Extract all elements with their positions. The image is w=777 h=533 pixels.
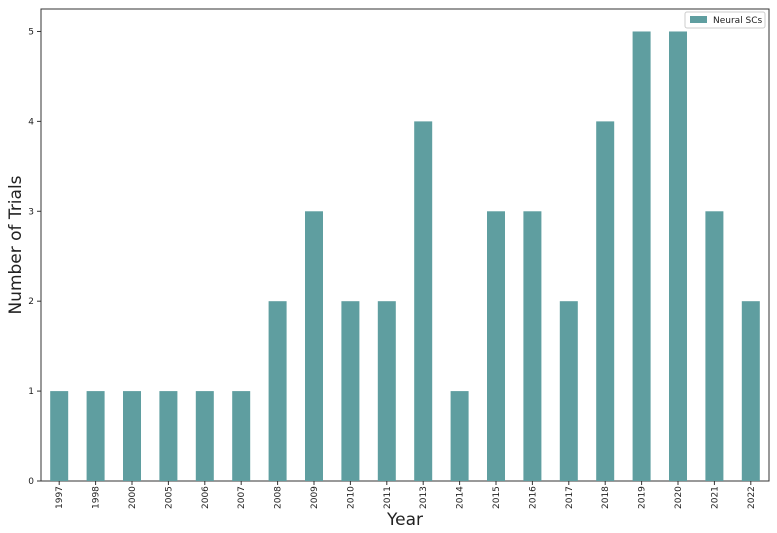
y-tick-label: 2: [28, 297, 34, 307]
bar-2011: [377, 301, 396, 481]
bar-2008: [268, 301, 287, 481]
x-tick-label: 2020: [674, 486, 684, 509]
legend: Neural SCs: [684, 11, 766, 29]
y-tick-label: 1: [28, 387, 34, 397]
y-tick-label: 4: [28, 117, 34, 127]
bars-group: [50, 31, 760, 482]
bar-1998: [86, 391, 105, 481]
x-tick-label: 2017: [565, 486, 575, 509]
bar-2000: [123, 391, 141, 481]
x-tick-label: 2015: [492, 486, 502, 509]
bar-2007: [232, 391, 251, 481]
x-tick-label: 1998: [92, 486, 102, 509]
x-tick-label: 2011: [383, 486, 393, 509]
y-axis-title: Number of Trials: [6, 175, 26, 314]
x-tick-label: 2013: [419, 486, 429, 509]
bar-2015: [487, 211, 505, 482]
x-axis-title: Year: [386, 510, 423, 530]
x-tick-label: 2022: [747, 486, 757, 509]
x-tick-label: 2005: [164, 486, 174, 509]
bar-2006: [195, 391, 214, 481]
y-tick-label: 0: [28, 477, 34, 487]
x-tick-label: 2006: [201, 486, 211, 509]
x-tick-label: 2019: [638, 486, 648, 509]
x-tick-label: 2014: [456, 486, 466, 509]
bar-2018: [596, 121, 615, 481]
bar-2005: [159, 391, 178, 481]
x-tick-label: 2010: [346, 486, 356, 509]
x-axis-ticks: 1997 1998 2000 2005 2006 2007 2008 2009 2010 2011…: [55, 481, 757, 509]
x-tick-label: 2008: [274, 486, 284, 509]
x-tick-label: 2000: [128, 486, 138, 509]
x-tick-label: 2007: [237, 486, 247, 509]
bar-2016: [523, 211, 542, 482]
bar-2021: [705, 211, 724, 482]
x-tick-label: 2018: [601, 486, 611, 509]
bar-2013: [414, 121, 433, 481]
bar-2019: [632, 31, 651, 481]
y-tick-label: 5: [28, 27, 34, 37]
bar-2022: [741, 301, 760, 481]
legend-swatch: [690, 16, 707, 23]
x-tick-label: 2016: [528, 486, 538, 509]
bar-1997: [50, 391, 69, 481]
legend-label: Neural SCs: [713, 16, 763, 26]
bar-2020: [669, 31, 687, 481]
bar-2010: [341, 301, 360, 481]
bar-2009: [305, 211, 323, 482]
x-tick-label: 1997: [55, 486, 65, 509]
bar-2014: [450, 391, 469, 481]
x-tick-label: 2009: [310, 486, 320, 509]
plot-area: [40, 8, 770, 482]
x-tick-label: 2021: [710, 486, 720, 509]
bar-2017: [559, 301, 578, 481]
y-axis-ticks: 0 1 2 3 4 5: [28, 27, 41, 487]
y-tick-label: 3: [28, 207, 34, 217]
